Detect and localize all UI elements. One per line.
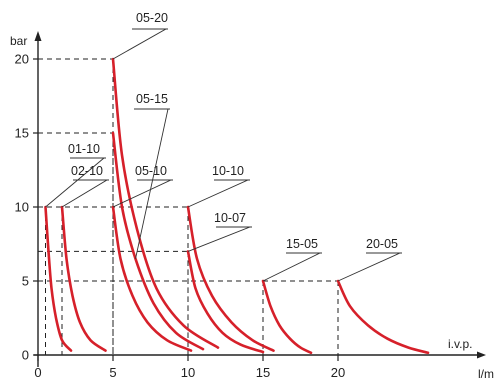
curve-label-02-10: 02-10 <box>71 164 103 178</box>
label-leader-10-10 <box>187 179 250 208</box>
ticks: 0 5 10 15 20 0 5 10 15 20 <box>15 52 346 381</box>
x-tick-label-0: 0 <box>34 365 41 380</box>
label-leader-05-15 <box>135 108 170 259</box>
x-axis-note: i.v.p. <box>448 337 472 351</box>
y-tick-label-5: 5 <box>22 274 29 289</box>
series-line-05-10 <box>111 205 193 352</box>
x-tick-label-20: 20 <box>331 365 345 380</box>
y-tick-label-20: 20 <box>15 52 29 67</box>
axes: bar l/min i.v.p. <box>10 31 494 381</box>
y-axis-arrow <box>34 31 42 41</box>
series-line-10-10 <box>186 205 275 352</box>
series-line-05-20 <box>111 57 220 349</box>
series <box>44 57 430 355</box>
x-axis-label: l/min <box>478 367 494 381</box>
curve-label-05-20: 05-20 <box>136 11 168 25</box>
x-tick-label-10: 10 <box>181 365 195 380</box>
series-line-01-10 <box>44 205 73 352</box>
curve-label-10-10: 10-10 <box>212 164 244 178</box>
curve-label-10-07: 10-07 <box>214 211 246 225</box>
x-axis-arrow <box>477 351 486 359</box>
curve-label-15-05: 15-05 <box>286 237 318 251</box>
label-leader-15-05 <box>262 252 322 282</box>
series-line-15-05 <box>261 279 313 355</box>
curve-label-01-10: 01-10 <box>68 142 100 156</box>
label-leader-10-07 <box>187 226 252 252</box>
x-tick-label-15: 15 <box>256 365 270 380</box>
label-leader-20-05 <box>337 252 402 282</box>
y-tick-label-15: 15 <box>15 126 29 141</box>
label-leader-05-10 <box>112 179 173 208</box>
label-leader-05-20 <box>112 28 168 60</box>
curve-labels: 05-20 05-15 01-10 02-10 05-10 10-10 10-07 15-05… <box>45 11 402 282</box>
curve-label-05-15: 05-15 <box>136 92 168 106</box>
label-leader-02-10 <box>61 179 109 208</box>
series-line-02-10 <box>60 205 107 352</box>
curve-label-20-05: 20-05 <box>366 237 398 251</box>
series-line-05-15 <box>111 131 205 351</box>
y-tick-label-10: 10 <box>15 200 29 215</box>
y-axis-label: bar <box>10 34 27 48</box>
curve-label-05-10: 05-10 <box>135 164 167 178</box>
series-line-20-05 <box>336 279 430 355</box>
series-line-10-07 <box>186 250 265 354</box>
x-tick-label-5: 5 <box>109 365 116 380</box>
y-tick-label-0: 0 <box>22 348 29 363</box>
